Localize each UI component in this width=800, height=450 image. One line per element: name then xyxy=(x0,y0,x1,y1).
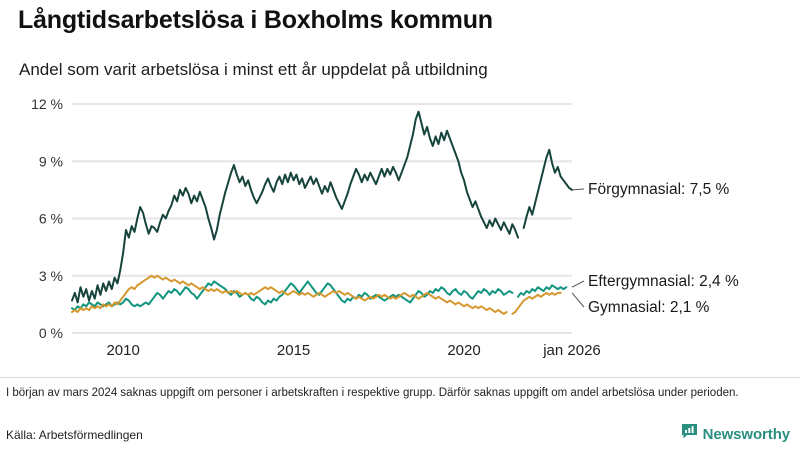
x-tick-label: jan 2026 xyxy=(542,342,601,359)
bar-chart-bubble-icon xyxy=(681,423,698,445)
y-tick-label: 12 % xyxy=(31,96,63,112)
label-connector xyxy=(571,292,585,308)
footer-divider xyxy=(0,377,800,378)
gridlines xyxy=(72,103,572,334)
y-tick-label: 0 % xyxy=(39,325,63,341)
series-label: Förgymnasial: 7,5 % xyxy=(588,181,729,198)
series-line xyxy=(71,110,573,304)
series-label-connectors xyxy=(571,188,585,308)
y-axis-tick-labels: 0 % 3 % 6 % 9 % 12 % xyxy=(31,96,63,341)
newsworthy-logo[interactable]: Newsworthy xyxy=(681,423,790,445)
x-tick-label: 2020 xyxy=(447,342,480,359)
footnote-text: I början av mars 2024 saknas uppgift om … xyxy=(6,387,739,399)
series-lines xyxy=(71,110,573,315)
series-line xyxy=(71,280,568,312)
source-text: Källa: Arbetsförmedlingen xyxy=(6,428,143,442)
page-title: Långtidsarbetslösa i Boxholms kommun xyxy=(18,6,493,34)
series-line xyxy=(71,274,562,315)
x-tick-label: 2010 xyxy=(106,342,139,359)
x-axis-tick-labels: 2010 2015 2020 jan 2026 xyxy=(106,342,600,359)
y-tick-label: 6 % xyxy=(39,211,63,227)
label-connector xyxy=(571,280,585,288)
series-label: Eftergymnasial: 2,4 % xyxy=(588,273,739,290)
y-tick-label: 9 % xyxy=(39,153,63,169)
logo-wordmark: Newsworthy xyxy=(702,425,790,443)
x-tick-label: 2015 xyxy=(277,342,310,359)
chart-subtitle: Andel som varit arbetslösa i minst ett å… xyxy=(19,60,488,79)
y-tick-label: 3 % xyxy=(39,268,63,284)
series-label: Gymnasial: 2,1 % xyxy=(588,299,710,316)
series-labels: Förgymnasial: 7,5 % Eftergymnasial: 2,4 %… xyxy=(588,181,739,316)
label-connector xyxy=(571,188,585,191)
